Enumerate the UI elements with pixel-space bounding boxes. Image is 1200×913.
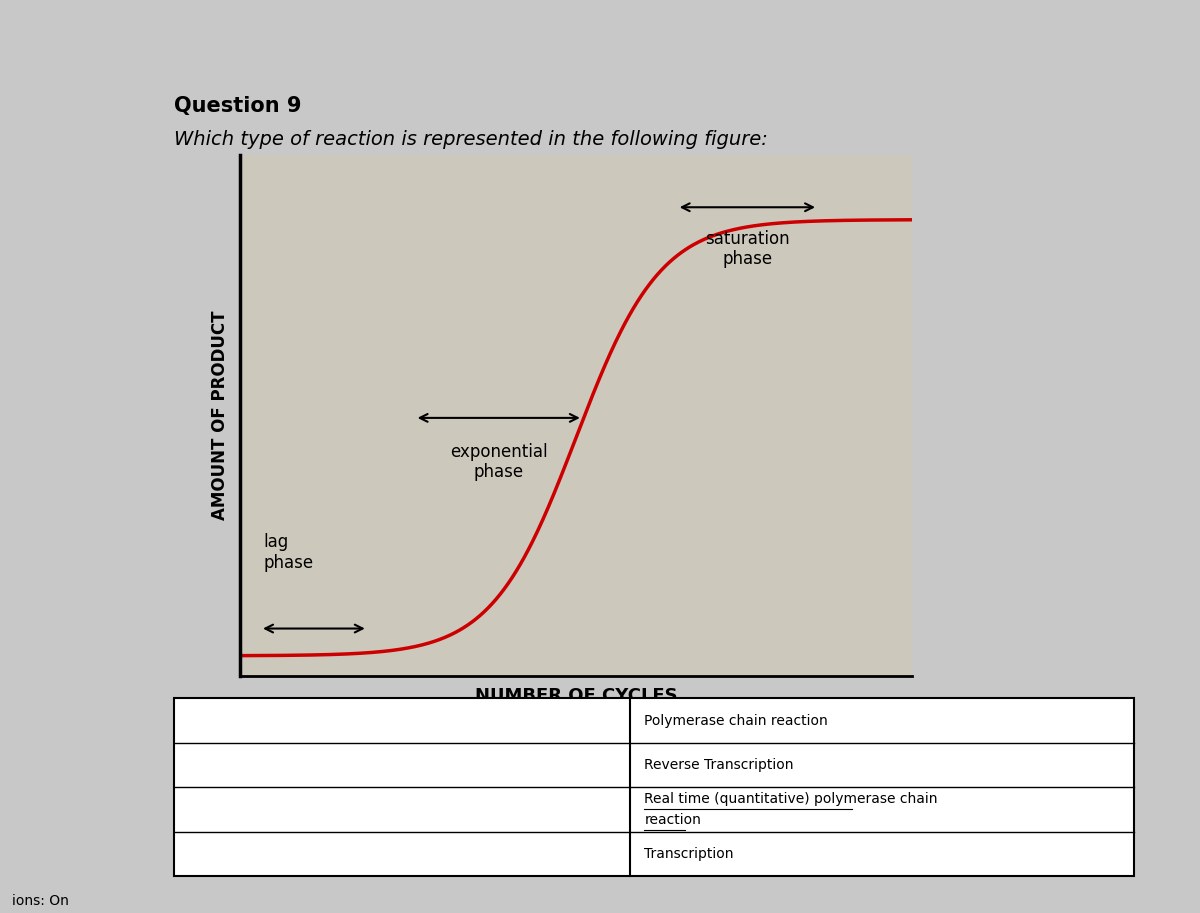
- Text: Polymerase chain reaction: Polymerase chain reaction: [644, 714, 828, 728]
- Text: Transcription: Transcription: [644, 847, 734, 861]
- Text: reaction: reaction: [644, 813, 701, 827]
- Text: saturation
phase: saturation phase: [706, 229, 790, 268]
- X-axis label: NUMBER OF CYCLES: NUMBER OF CYCLES: [475, 687, 677, 705]
- Y-axis label: AMOUNT OF PRODUCT: AMOUNT OF PRODUCT: [211, 310, 229, 520]
- Text: Real time (quantitative) polymerase chain: Real time (quantitative) polymerase chai…: [644, 792, 938, 806]
- Text: exponential
phase: exponential phase: [450, 443, 547, 481]
- Text: Reverse Transcription: Reverse Transcription: [644, 758, 794, 772]
- Text: ions: On: ions: On: [12, 895, 68, 908]
- Text: Question 9: Question 9: [174, 96, 301, 116]
- Text: lag
phase: lag phase: [264, 533, 313, 572]
- Text: Which type of reaction is represented in the following figure:: Which type of reaction is represented in…: [174, 130, 768, 149]
